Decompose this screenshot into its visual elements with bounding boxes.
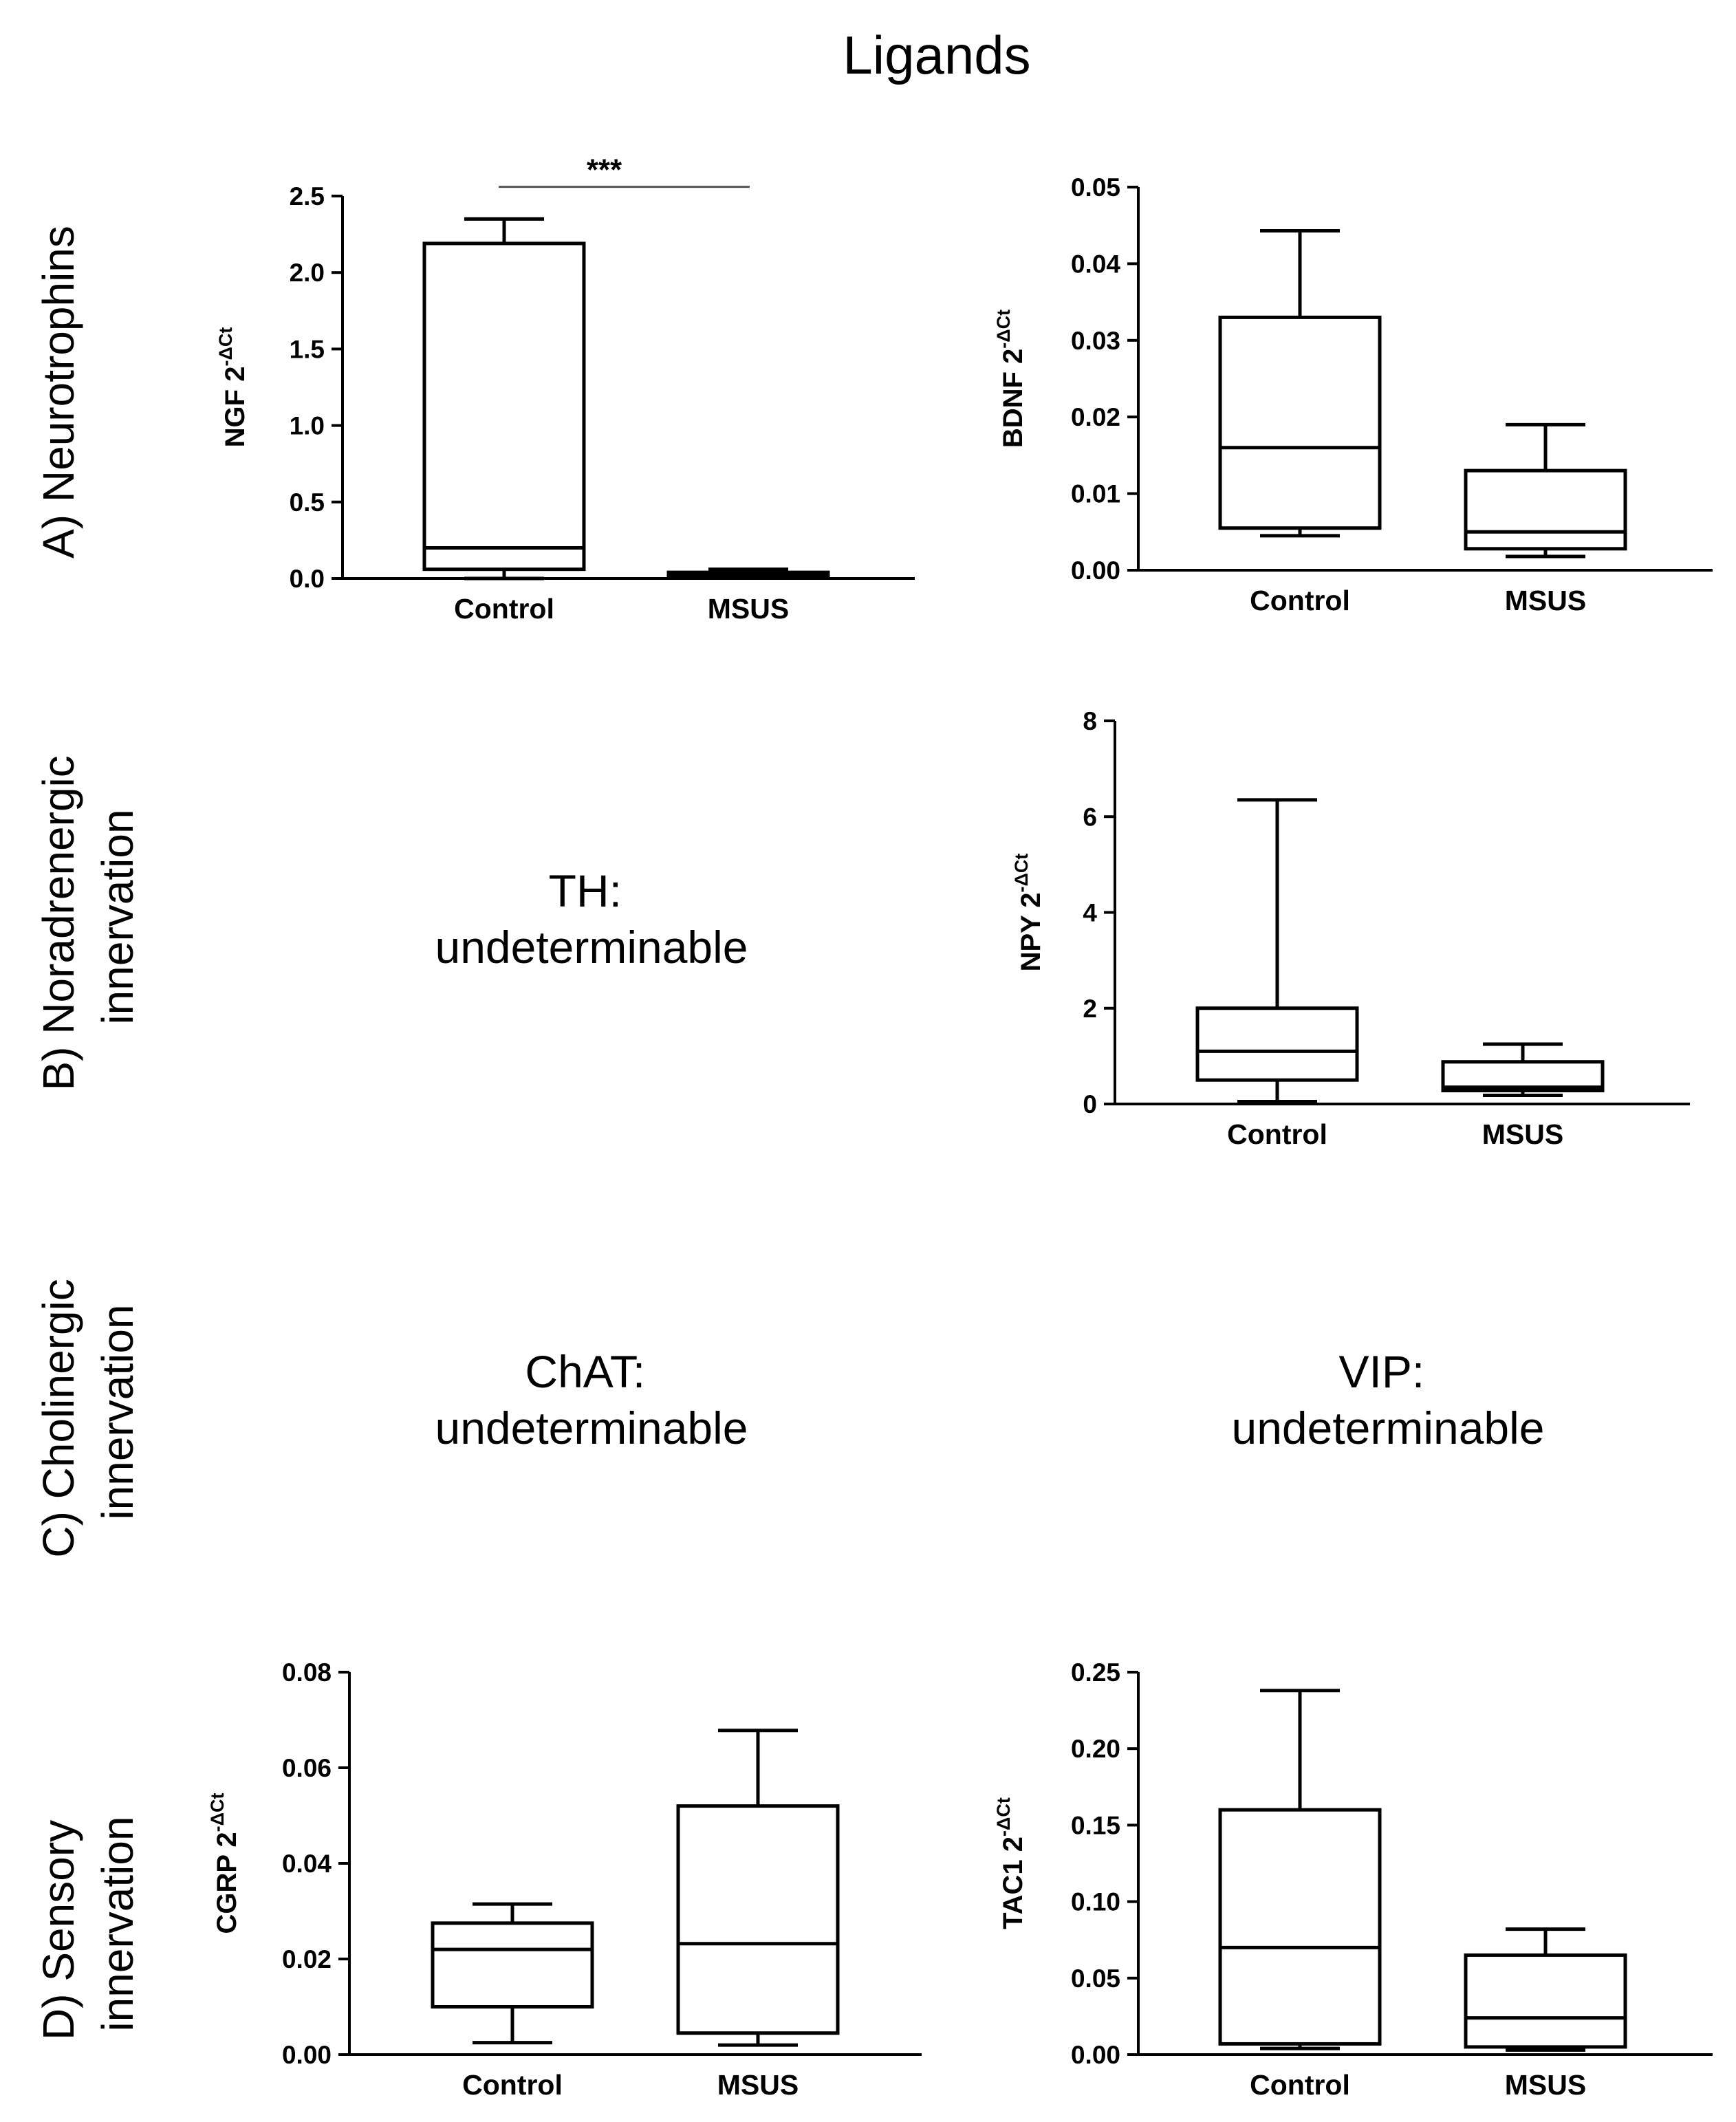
npy-y-tick-label: 2 [1083, 995, 1097, 1023]
ngf-control-box [422, 241, 586, 572]
bdnf-msus-box [1464, 468, 1627, 551]
chat-note: ChAT: undeterminable [435, 1346, 748, 1453]
bdnf-y-tick-label: 0.04 [1071, 250, 1120, 278]
cgrp-control-box [431, 1921, 594, 2009]
cgrp-y-label-sup: -ΔCt [207, 1793, 228, 1832]
tac1-x-tick-label: MSUS [1505, 2069, 1586, 2101]
bdnf-control-box [1218, 315, 1382, 530]
npy-y-label-sup: -ΔCt [1011, 854, 1032, 893]
bdnf-y-axis-label: BDNF 2-ΔCt [993, 310, 1028, 448]
vip-note-text: undeterminable [1232, 1403, 1545, 1453]
row-label-b: B) Noradrenergic innervation [34, 743, 142, 1090]
ngf-y-label-sup: -ΔCt [215, 327, 236, 367]
row-label-b-line2: innervation [93, 809, 142, 1024]
row-label-c: C) Cholinergic innervation [34, 1266, 142, 1557]
npy-y-tick-label: 0 [1083, 1090, 1097, 1118]
tac1-y-label-sup: -ΔCt [993, 1797, 1014, 1837]
npy-x-tick-label: MSUS [1482, 1118, 1563, 1150]
npy-y-tick-label: 4 [1083, 899, 1097, 927]
tac1-y-tick-label: 0.10 [1071, 1888, 1120, 1916]
cgrp-y-tick-label: 0.00 [282, 2041, 332, 2069]
row-label-b-line1: B) Noradrenergic [34, 755, 83, 1090]
ngf-y-tick-label: 0.0 [290, 565, 325, 593]
figure-title: Ligands [843, 25, 1030, 85]
cgrp-msus-box [676, 1804, 840, 2035]
bdnf-y-label-gene: BDNF 2 [998, 349, 1028, 448]
npy-y-tick-label: 8 [1083, 707, 1097, 735]
tac1-msus-box [1464, 1953, 1627, 2049]
row-label-d: D) Sensory innervation [34, 1808, 142, 2040]
cgrp-x-tick-label: MSUS [717, 2069, 799, 2101]
cgrp-y-tick-label: 0.06 [282, 1754, 332, 1782]
npy-control-box [1195, 1006, 1359, 1082]
chat-note-text: undeterminable [435, 1403, 748, 1453]
ngf-y-tick-label: 2.0 [290, 259, 325, 287]
tac1-y-label-gene: TAC1 2 [998, 1837, 1028, 1929]
bdnf-y-tick-label: 0.01 [1071, 480, 1120, 508]
cgrp-chart: 0.00 0.02 0.04 0.06 0.08 Control MSUS CGRP 2-ΔC… [207, 1658, 922, 2101]
cgrp-y-tick-label: 0.02 [282, 1945, 332, 1973]
npy-x-tick-label: Control [1227, 1118, 1327, 1150]
bdnf-y-tick-label: 0.02 [1071, 403, 1120, 431]
ngf-y-axis-label: NGF 2-ΔCt [215, 327, 250, 448]
bdnf-y-tick-label: 0.00 [1071, 556, 1120, 585]
cgrp-y-tick-label: 0.04 [282, 1850, 332, 1878]
cgrp-x-tick-label: Control [462, 2069, 563, 2101]
row-label-c-line2: innervation [93, 1304, 142, 1519]
row-label-d-line1: D) Sensory [34, 1820, 83, 2040]
th-note-label: TH: [549, 865, 622, 916]
npy-y-tick-label: 6 [1083, 803, 1097, 831]
tac1-y-tick-label: 0.25 [1071, 1658, 1120, 1687]
ngf-y-label-gene: NGF 2 [220, 367, 250, 448]
vip-note-label: VIP: [1338, 1346, 1424, 1397]
ngf-x-tick-label: Control [454, 593, 554, 625]
row-label-d-line2: innervation [93, 1816, 142, 2031]
cgrp-y-label-gene: CGRP 2 [212, 1832, 242, 1934]
tac1-y-tick-label: 0.05 [1071, 1964, 1120, 1993]
bdnf-y-tick-label: 0.05 [1071, 173, 1120, 202]
tac1-control-box [1218, 1808, 1382, 2046]
cgrp-y-tick-label: 0.08 [282, 1658, 332, 1687]
cgrp-y-axis-label: CGRP 2-ΔCt [207, 1793, 242, 1934]
row-label-a: A) Neurotrophins [34, 226, 83, 559]
tac1-y-tick-label: 0.15 [1071, 1811, 1120, 1839]
tac1-y-tick-label: 0.00 [1071, 2041, 1120, 2069]
row-label-c-line1: C) Cholinergic [34, 1279, 83, 1557]
row-label-a-line1: A) Neurotrophins [34, 226, 83, 559]
bdnf-chart: 0.00 0.01 0.02 0.03 0.04 0.05 Control MSUS BDNF … [993, 173, 1713, 616]
ngf-chart: 0.0 0.5 1.0 1.5 2.0 2.5 Control MSUS NGF 2-ΔCt **… [215, 153, 915, 625]
bdnf-y-label-sup: -ΔCt [993, 310, 1014, 349]
ngf-y-tick-label: 2.5 [290, 182, 325, 210]
bdnf-y-tick-label: 0.03 [1071, 327, 1120, 355]
chat-note-label: ChAT: [525, 1346, 645, 1397]
th-note-text: undeterminable [435, 922, 748, 973]
bdnf-x-tick-label: MSUS [1505, 585, 1586, 616]
tac1-x-tick-label: Control [1250, 2069, 1350, 2101]
npy-chart: 0 2 4 6 8 Control MSUS NPY 2-ΔCt [1011, 707, 1690, 1150]
ngf-x-tick-label: MSUS [708, 593, 789, 625]
ngf-y-tick-label: 1.5 [290, 335, 325, 363]
npy-y-label-gene: NPY 2 [1016, 893, 1046, 972]
ngf-y-tick-label: 1.0 [290, 412, 325, 440]
vip-note: VIP: undeterminable [1232, 1346, 1545, 1453]
tac1-y-tick-label: 0.20 [1071, 1735, 1120, 1763]
ngf-significance-label: *** [587, 153, 622, 187]
bdnf-x-tick-label: Control [1250, 585, 1350, 616]
tac1-chart: 0.00 0.05 0.10 0.15 0.20 0.25 Control MSUS TAC1 … [993, 1658, 1713, 2101]
tac1-y-axis-label: TAC1 2-ΔCt [993, 1797, 1028, 1929]
npy-y-axis-label: NPY 2-ΔCt [1011, 854, 1046, 972]
ngf-y-tick-label: 0.5 [290, 488, 325, 517]
th-note: TH: undeterminable [435, 865, 748, 973]
